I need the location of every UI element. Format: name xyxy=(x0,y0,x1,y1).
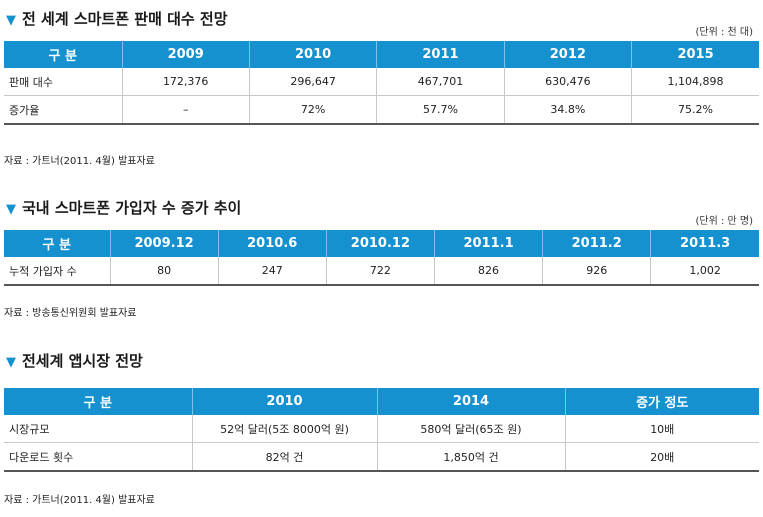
table-cell: 580억 달러(65조 원) xyxy=(376,415,565,443)
table-row: 다운로드 횟수 82억 건 1,850억 건 20배 xyxy=(4,442,759,472)
table-cell: 80 xyxy=(109,257,219,286)
table-row: 시장규모 52억 달러(5조 8000억 원) 580억 달러(65조 원) 1… xyxy=(4,415,759,443)
table-cell: 1,002 xyxy=(650,257,759,286)
table-cell: 34.8% xyxy=(503,95,632,125)
table-cell: 722 xyxy=(325,257,435,286)
table-header-row: 구 분 2010 2014 증가 정도 xyxy=(4,388,759,415)
table-row: 판매 대수 172,376 296,647 467,701 630,476 1,… xyxy=(4,68,759,96)
table-cell: 467,701 xyxy=(376,68,505,96)
row-label: 증가율 xyxy=(4,95,122,125)
table-header-cell: 2010.12 xyxy=(325,230,435,257)
subscriber-trend-title: ▼ 국내 스마트폰 가입자 수 증가 추이 xyxy=(6,199,242,217)
sales-forecast-table: 구 분 2009 2010 2011 2012 2015 판매 대수 172,3… xyxy=(4,41,759,125)
row-label: 누적 가입자 수 xyxy=(4,257,110,286)
table-header-cell: 구 분 xyxy=(4,230,110,257)
table-cell: 1,104,898 xyxy=(631,68,759,96)
row-label: 판매 대수 xyxy=(4,68,122,96)
table-header-cell: 2009.12 xyxy=(109,230,219,257)
table-header-cell: 2015 xyxy=(631,41,759,68)
table-cell: 72% xyxy=(248,95,377,125)
table-cell: 172,376 xyxy=(121,68,250,96)
row-label: 시장규모 xyxy=(4,415,192,443)
table-cell: – xyxy=(121,95,250,125)
subscriber-trend-source: 자료 : 방송통신위원회 발표자료 xyxy=(4,308,137,319)
sales-forecast-source: 자료 : 가트너(2011. 4월) 발표자료 xyxy=(4,156,155,167)
table-row: 증가율 – 72% 57.7% 34.8% 75.2% xyxy=(4,95,759,125)
table-header-cell: 증가 정도 xyxy=(564,388,759,415)
table-cell: 296,647 xyxy=(248,68,377,96)
app-market-source: 자료 : 가트너(2011. 4월) 발표자료 xyxy=(4,495,155,506)
table-cell: 82억 건 xyxy=(191,442,377,472)
table-header-cell: 2009 xyxy=(121,41,250,68)
table-cell: 75.2% xyxy=(631,95,759,125)
table-header-cell: 2012 xyxy=(503,41,632,68)
subscriber-trend-unit: (단위 : 만 명) xyxy=(695,216,753,227)
table-cell: 926 xyxy=(542,257,651,286)
table-header-cell: 2014 xyxy=(376,388,565,415)
table-header-cell: 구 분 xyxy=(4,41,122,68)
table-header-cell: 2010 xyxy=(248,41,377,68)
table-header-row: 구 분 2009 2010 2011 2012 2015 xyxy=(4,41,759,68)
table-cell: 57.7% xyxy=(376,95,505,125)
sales-forecast-unit: (단위 : 천 대) xyxy=(695,27,753,38)
down-triangle-icon: ▼ xyxy=(6,13,16,28)
table-header-cell: 2011.1 xyxy=(433,230,543,257)
table-cell: 20배 xyxy=(564,442,759,472)
table-cell: 1,850억 건 xyxy=(376,442,565,472)
table-cell: 630,476 xyxy=(503,68,632,96)
table-cell: 52억 달러(5조 8000억 원) xyxy=(191,415,377,443)
table-cell: 10배 xyxy=(564,415,759,443)
app-market-table: 구 분 2010 2014 증가 정도 시장규모 52억 달러(5조 8000억… xyxy=(4,388,759,472)
subscriber-trend-table: 구 분 2009.12 2010.6 2010.12 2011.1 2011.2… xyxy=(4,230,759,286)
down-triangle-icon: ▼ xyxy=(6,202,16,217)
down-triangle-icon: ▼ xyxy=(6,355,16,370)
table-header-cell: 2011.3 xyxy=(650,230,759,257)
table-header-row: 구 분 2009.12 2010.6 2010.12 2011.1 2011.2… xyxy=(4,230,759,257)
row-label: 다운로드 횟수 xyxy=(4,442,192,472)
table-cell: 826 xyxy=(433,257,543,286)
app-market-title: ▼ 전세계 앱시장 전망 xyxy=(6,352,143,370)
table-header-cell: 구 분 xyxy=(4,388,192,415)
table-header-cell: 2010 xyxy=(191,388,377,415)
table-header-cell: 2011.2 xyxy=(542,230,651,257)
table-header-cell: 2011 xyxy=(376,41,505,68)
sales-forecast-title: ▼ 전 세계 스마트폰 판매 대수 전망 xyxy=(6,10,228,28)
table-header-cell: 2010.6 xyxy=(217,230,327,257)
table-cell: 247 xyxy=(217,257,327,286)
table-row: 누적 가입자 수 80 247 722 826 926 1,002 xyxy=(4,257,759,286)
